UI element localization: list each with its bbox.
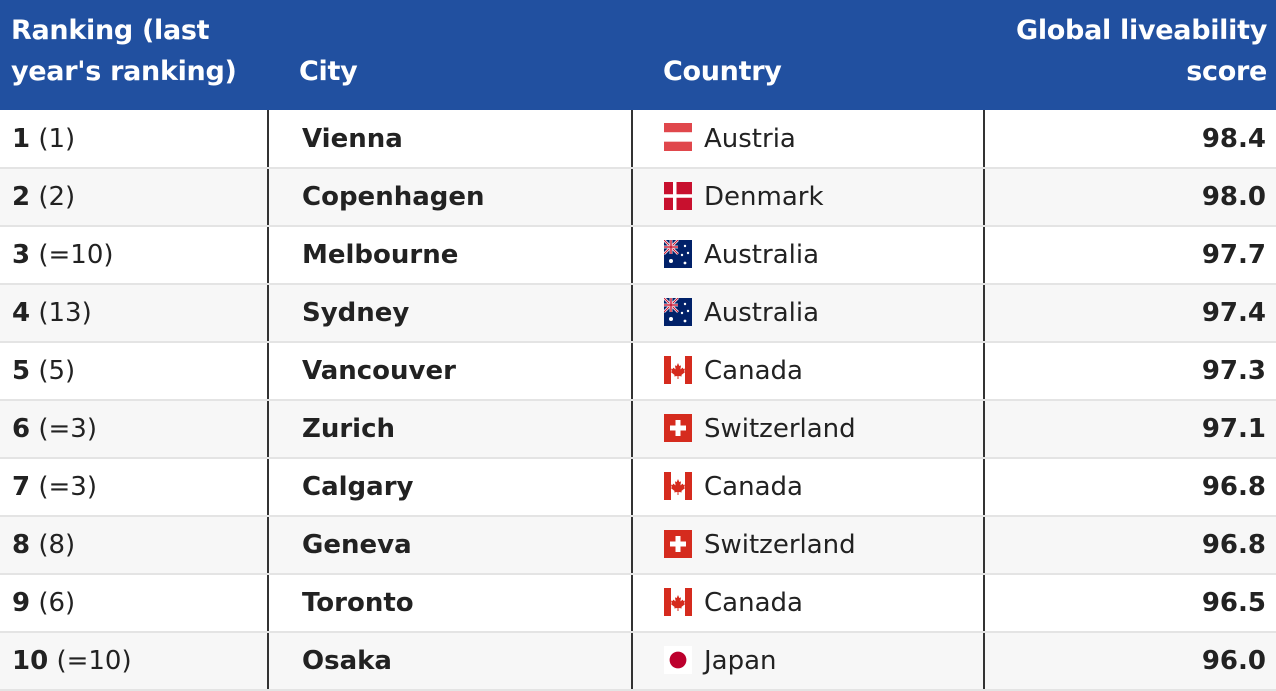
rank-cell: 2 (2) [0,168,268,227]
country-cell: Switzerland [631,400,984,459]
country-cell: Switzerland [631,516,984,575]
current-rank: 2 [12,182,31,212]
table-row: 5 (5) Vancouver Canada 97.3 [0,342,1276,401]
rank-cell: 5 (5) [0,342,268,401]
rank-cell: 10 (=10) [0,632,268,691]
rank-cell: 1 (1) [0,110,268,169]
last-year-rank: (6) [38,588,76,618]
country-name: Switzerland [704,530,856,560]
last-year-rank: (8) [38,530,76,560]
country-name: Canada [704,588,803,618]
canada-flag-icon [664,355,692,384]
current-rank: 1 [12,123,31,154]
last-year-rank: (2) [38,182,76,212]
canada-flag-icon [664,471,692,500]
country-name: Australia [704,298,820,328]
switzerland-flag-icon [664,529,692,558]
header-city: City [268,0,632,110]
country-cell: Austria [631,110,984,169]
current-rank: 6 [12,414,31,444]
score-cell: 98.0 [983,168,1276,227]
last-year-rank: (5) [38,356,76,386]
country-name: Canada [704,472,803,502]
table-row: 9 (6) Toronto Canada 96.5 [0,574,1276,633]
score-cell: 97.1 [983,400,1276,459]
score-cell: 96.8 [983,516,1276,575]
japan-flag-icon [664,645,692,674]
rank-cell: 6 (=3) [0,400,268,459]
last-year-rank: (1) [38,123,76,154]
score-cell: 96.8 [983,458,1276,517]
rank-cell: 7 (=3) [0,458,268,517]
switzerland-flag-icon [664,413,692,442]
current-rank: 5 [12,356,31,386]
country-name: Japan [704,646,777,676]
table-row: 2 (2) Copenhagen Denmark 98.0 [0,168,1276,227]
rank-cell: 9 (6) [0,574,268,633]
score-cell: 96.5 [983,574,1276,633]
country-cell: Denmark [631,168,984,227]
australia-flag-icon [664,239,692,268]
table-row: 3 (=10) Melbourne Australia 97.7 [0,226,1276,285]
country-cell: Canada [631,342,984,401]
table-row: 1 (1) Vienna Austria 98.4 [0,110,1276,169]
header-score: Global liveability score [984,0,1276,110]
score-cell: 97.4 [983,284,1276,343]
country-name: Canada [704,356,803,386]
header-ranking: Ranking (last year's ranking) [0,0,268,110]
city-cell: Geneva [267,516,632,575]
country-name: Denmark [704,182,824,212]
city-cell: Vienna [267,110,632,169]
canada-flag-icon [664,587,692,616]
city-cell: Zurich [267,400,632,459]
australia-flag-icon [664,297,692,326]
city-cell: Melbourne [267,226,632,285]
last-year-rank: (13) [38,298,92,328]
country-name: Australia [704,240,820,270]
city-cell: Copenhagen [267,168,632,227]
current-rank: 10 [12,646,49,676]
current-rank: 4 [12,298,31,328]
city-cell: Calgary [267,458,632,517]
denmark-flag-icon [664,181,692,210]
current-rank: 7 [12,472,31,502]
header-row: Ranking (last year's ranking) City Count… [0,0,1276,110]
city-cell: Toronto [267,574,632,633]
rank-cell: 3 (=10) [0,226,268,285]
last-year-rank: (=3) [38,414,97,444]
city-cell: Sydney [267,284,632,343]
score-cell: 98.4 [983,110,1276,169]
table-row: 6 (=3) Zurich Switzerland 97.1 [0,400,1276,459]
country-cell: Canada [631,574,984,633]
rank-cell: 4 (13) [0,284,268,343]
city-cell: Vancouver [267,342,632,401]
header-country: Country [632,0,984,110]
current-rank: 3 [12,240,31,270]
country-cell: Canada [631,458,984,517]
last-year-rank: (=10) [38,240,114,270]
city-cell: Osaka [267,632,632,691]
table-row: 4 (13) Sydney Australia 97.4 [0,284,1276,343]
country-cell: Australia [631,226,984,285]
country-cell: Japan [631,632,984,691]
country-name: Austria [704,123,796,154]
rank-cell: 8 (8) [0,516,268,575]
score-cell: 97.3 [983,342,1276,401]
country-cell: Australia [631,284,984,343]
table-row: 10 (=10) Osaka Japan 96.0 [0,632,1276,691]
country-name: Switzerland [704,414,856,444]
current-rank: 8 [12,530,31,560]
last-year-rank: (=10) [56,646,132,676]
austria-flag-icon [664,123,692,151]
table-row: 8 (8) Geneva Switzerland 96.8 [0,516,1276,575]
table-row: 7 (=3) Calgary Canada 96.8 [0,458,1276,517]
score-cell: 97.7 [983,226,1276,285]
score-cell: 96.0 [983,632,1276,691]
current-rank: 9 [12,588,31,618]
last-year-rank: (=3) [38,472,97,502]
